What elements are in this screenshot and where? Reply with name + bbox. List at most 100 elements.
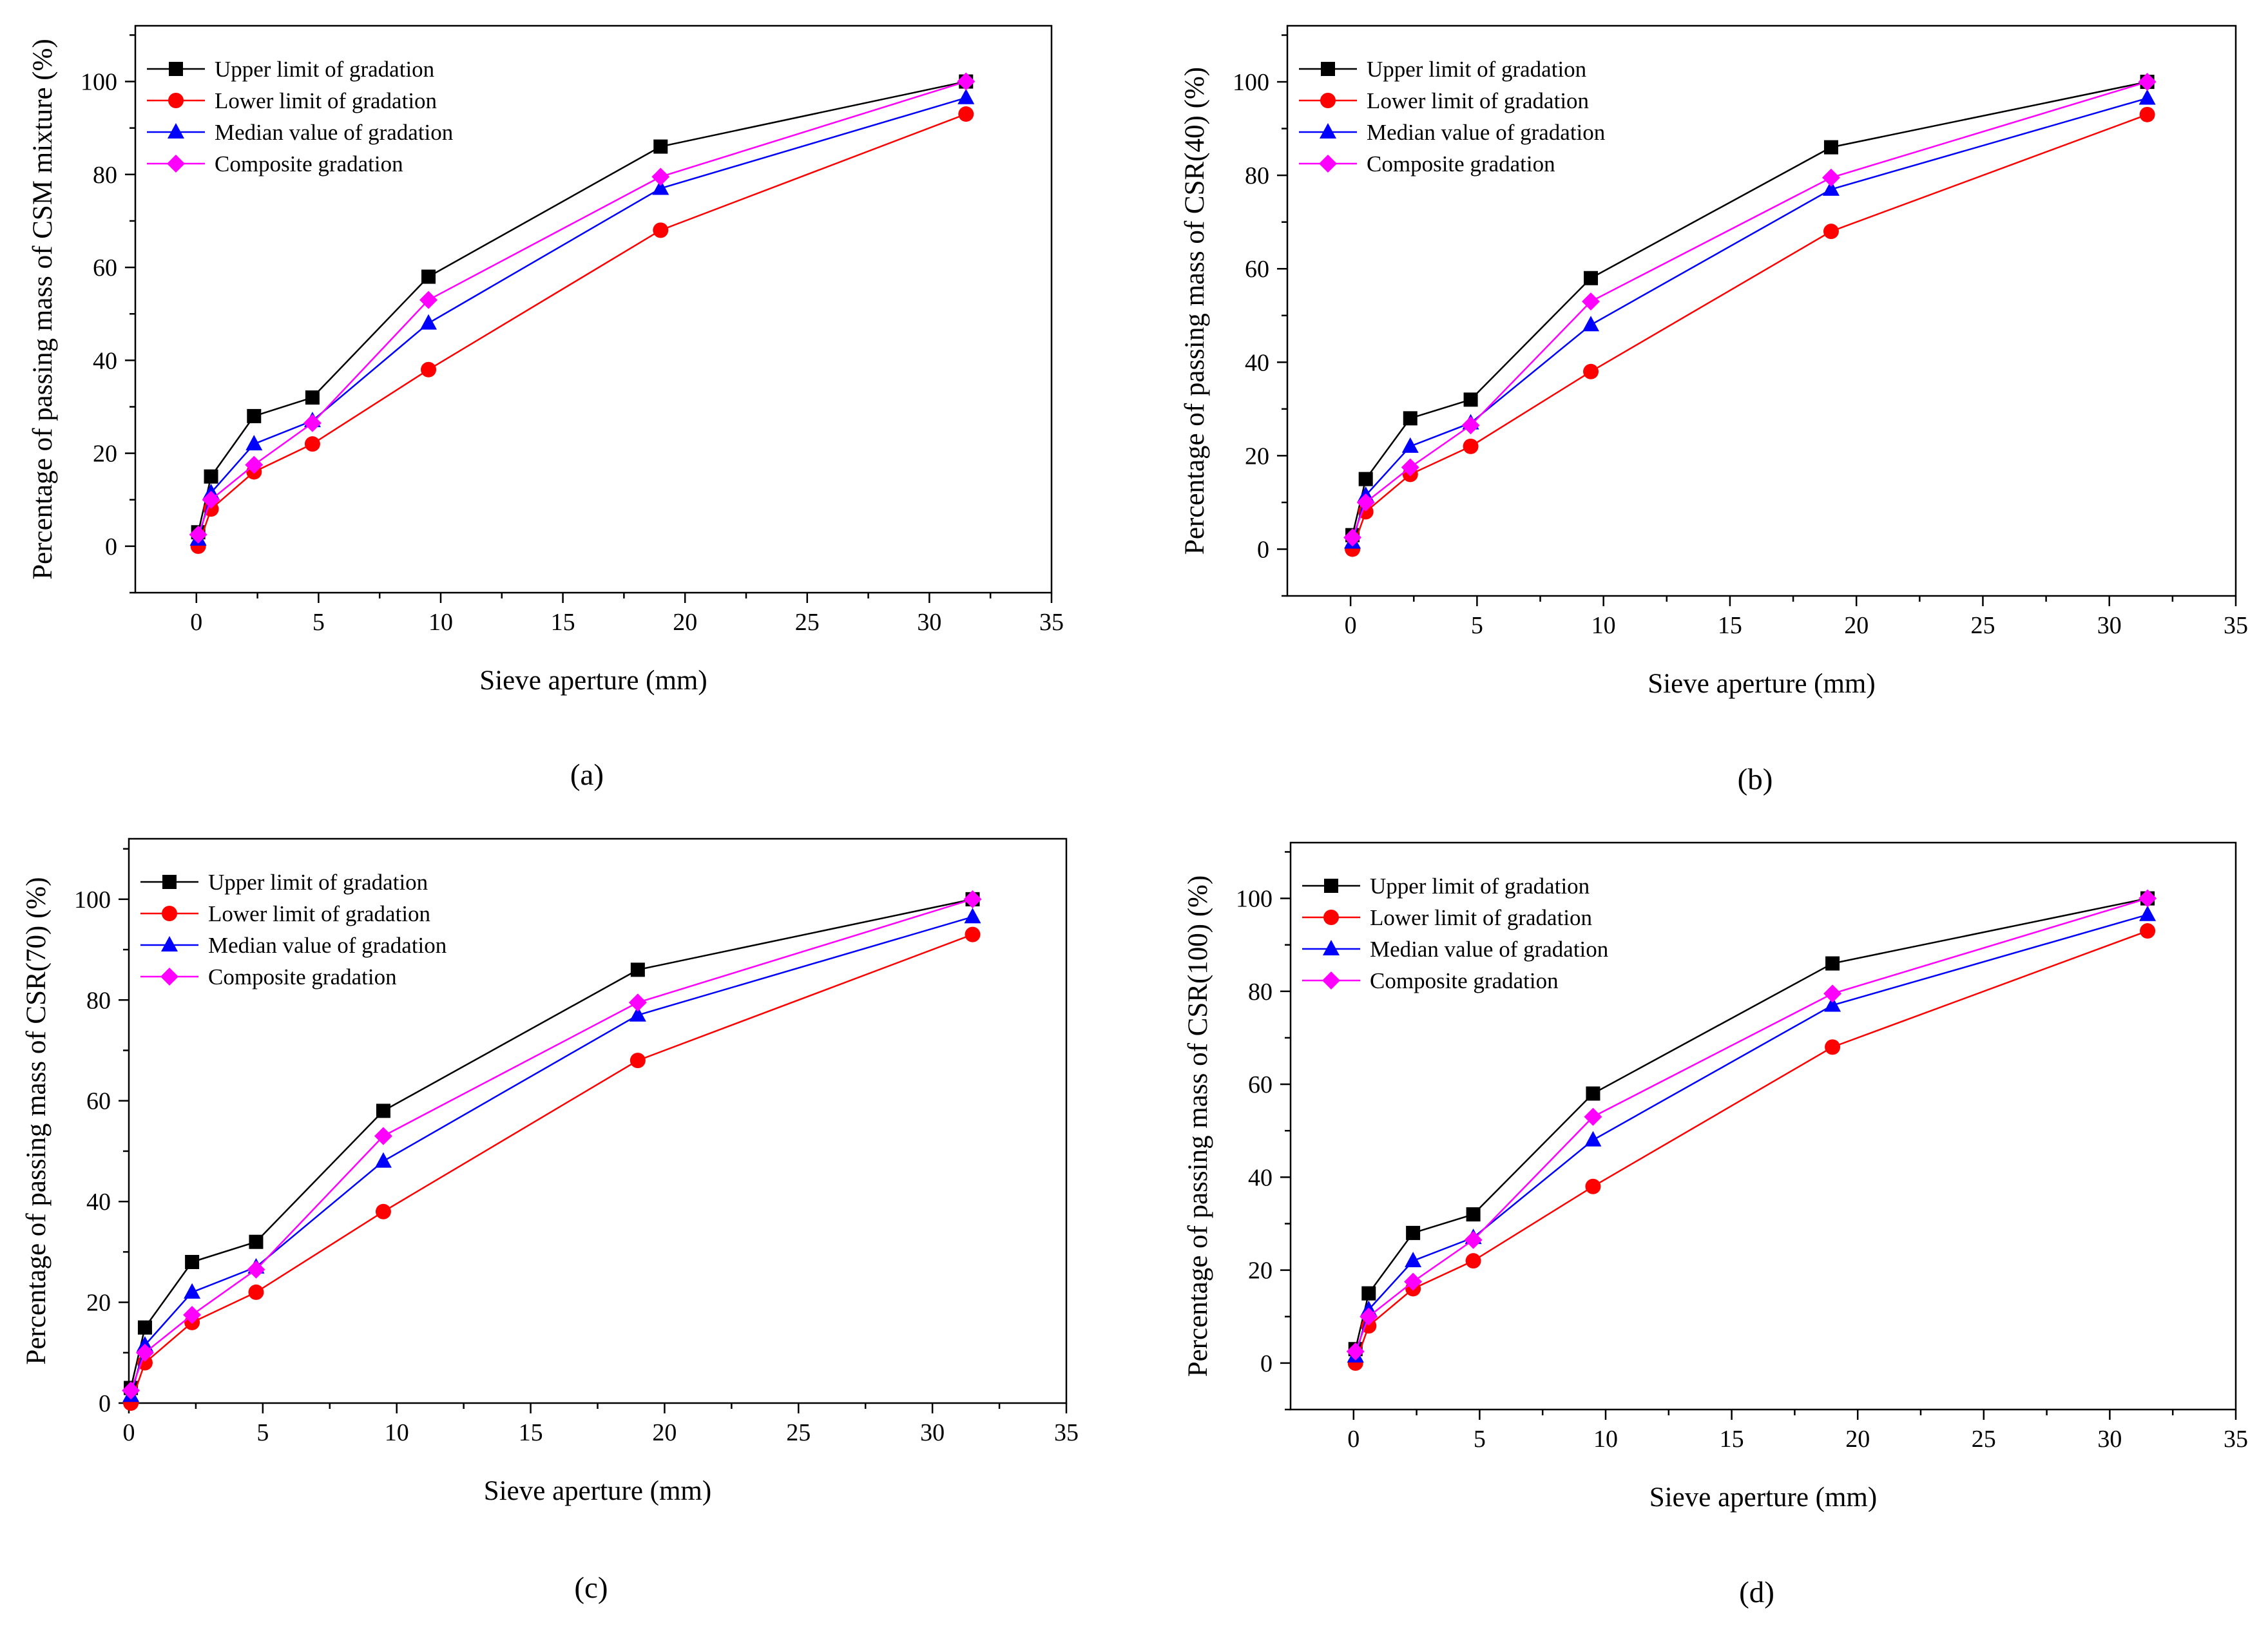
series-line-circle: [130, 933, 973, 1404]
data-point-circle: [1823, 224, 1839, 240]
x-tick-label: 10: [1591, 612, 1616, 639]
y-tick-label: 0: [1257, 536, 1269, 563]
x-tick-label: 5: [256, 1419, 269, 1446]
data-point-square: [1361, 1286, 1376, 1301]
x-axis-title: Sieve aperture (mm): [484, 1476, 711, 1506]
data-point-triangle: [957, 88, 975, 104]
y-tick-label: 100: [74, 886, 111, 913]
y-tick-label: 40: [93, 347, 117, 374]
data-point-diamond: [1404, 1272, 1423, 1291]
legend-entry: Lower limit of gradation: [215, 88, 437, 113]
y-axis-title: Percentage of passing mass of CSR(70) (%…: [21, 877, 52, 1364]
x-tick-label: 5: [1474, 1426, 1486, 1453]
chart-panel-b: 0 5 10 15 20 25 30 35 0 20 40 60 80 100 Sieve aperture…: [1180, 24, 2248, 796]
data-point-square: [249, 1234, 264, 1249]
data-point-square: [376, 1104, 390, 1118]
x-tick-label: 5: [312, 609, 325, 636]
legend-entry: Composite gradation: [1370, 968, 1559, 993]
data-point-diamond: [135, 1343, 154, 1362]
x-tick-label: 10: [428, 609, 453, 636]
data-point-triangle: [2138, 89, 2156, 105]
legend-entry: Composite gradation: [208, 964, 397, 990]
data-point-triangle: [1824, 996, 1841, 1012]
x-tick-label: 5: [1471, 612, 1483, 639]
x-tick-label: 10: [385, 1419, 409, 1446]
legend-marker-diamond: [160, 968, 178, 986]
y-tick-label: 60: [1245, 256, 1269, 283]
legend-marker-diamond: [167, 155, 185, 173]
data-point-square: [1586, 1086, 1600, 1101]
data-point-square: [1463, 392, 1478, 407]
data-point-square: [421, 269, 436, 284]
data-point-diamond: [963, 890, 982, 908]
data-point-diamond: [122, 1381, 140, 1400]
x-tick-label: 25: [786, 1419, 811, 1446]
x-tick-label: 20: [652, 1419, 677, 1446]
legend-entry: Lower limit of gradation: [208, 901, 430, 926]
y-axis-title: Percentage of passing mass of CSR(100) (…: [1183, 875, 1213, 1377]
data-point-triangle: [1584, 1131, 1602, 1147]
series-line-circle: [197, 113, 966, 547]
legend-marker-triangle: [1323, 940, 1340, 955]
legend-marker-diamond: [1322, 971, 1340, 990]
legend-entry: Composite gradation: [1367, 151, 1555, 177]
data-point-diamond: [651, 167, 670, 186]
data-point-diamond: [1343, 528, 1362, 547]
data-point-triangle: [652, 179, 669, 195]
legend-entry: Median value of gradation: [215, 120, 453, 145]
legend-marker-circle: [1323, 910, 1339, 925]
y-tick-label: 20: [86, 1290, 111, 1317]
data-point-circle: [375, 1203, 391, 1219]
data-point-triangle: [1405, 1252, 1422, 1268]
legend-marker-square: [1324, 879, 1338, 893]
data-point-square: [185, 1255, 200, 1269]
x-tick-label: 30: [2097, 1426, 2122, 1453]
data-point-triangle: [1822, 180, 1840, 196]
data-point-circle: [958, 106, 974, 122]
x-tick-label: 15: [551, 609, 575, 636]
y-tick-label: 80: [86, 987, 111, 1014]
panel-caption: (a): [570, 758, 604, 792]
x-tick-label: 0: [190, 609, 202, 636]
data-point-diamond: [374, 1127, 392, 1145]
panel-caption: (d): [1739, 1576, 1774, 1609]
y-tick-label: 60: [93, 254, 117, 282]
data-point-square: [1584, 271, 1599, 285]
x-axis-title: Sieve aperture (mm): [1648, 669, 1875, 699]
data-point-triangle: [184, 1283, 201, 1299]
legend-marker-triangle: [1320, 123, 1336, 139]
x-tick-label: 15: [1718, 612, 1742, 639]
plot-frame: [134, 24, 1053, 594]
y-tick-label: 60: [86, 1088, 111, 1115]
data-point-triangle: [374, 1152, 392, 1168]
data-point-triangle: [245, 435, 263, 451]
y-tick-label: 20: [1248, 1257, 1273, 1285]
data-point-diamond: [1401, 458, 1419, 477]
legend-entry: Median value of gradation: [1370, 937, 1608, 962]
data-point-square: [1825, 956, 1840, 971]
data-point-diamond: [1464, 1230, 1483, 1249]
data-point-diamond: [1582, 292, 1600, 311]
series-line-circle: [1351, 113, 2148, 550]
x-tick-label: 0: [1345, 612, 1357, 639]
x-tick-label: 30: [917, 609, 941, 636]
data-point-square: [204, 469, 218, 484]
plot-frame: [1286, 24, 2237, 597]
x-tick-label: 20: [673, 609, 697, 636]
x-tick-label: 15: [1720, 1426, 1744, 1453]
data-point-circle: [1825, 1039, 1841, 1055]
data-point-diamond: [183, 1306, 202, 1324]
data-point-circle: [421, 361, 437, 378]
data-point-diamond: [1461, 416, 1480, 435]
legend-marker-triangle: [161, 936, 178, 951]
y-axis-title: Percentage of passing mass of CSR(40) (%…: [1180, 67, 1210, 555]
data-point-diamond: [247, 1260, 265, 1279]
plot-frame: [1289, 841, 2237, 1411]
data-point-diamond: [1346, 1342, 1365, 1361]
x-axis-title: Sieve aperture (mm): [1649, 1482, 1877, 1513]
y-tick-label: 60: [1248, 1071, 1273, 1098]
data-point-circle: [248, 1284, 264, 1300]
data-point-square: [1403, 411, 1418, 426]
data-point-triangle: [1401, 437, 1419, 453]
data-point-square: [1358, 472, 1373, 486]
